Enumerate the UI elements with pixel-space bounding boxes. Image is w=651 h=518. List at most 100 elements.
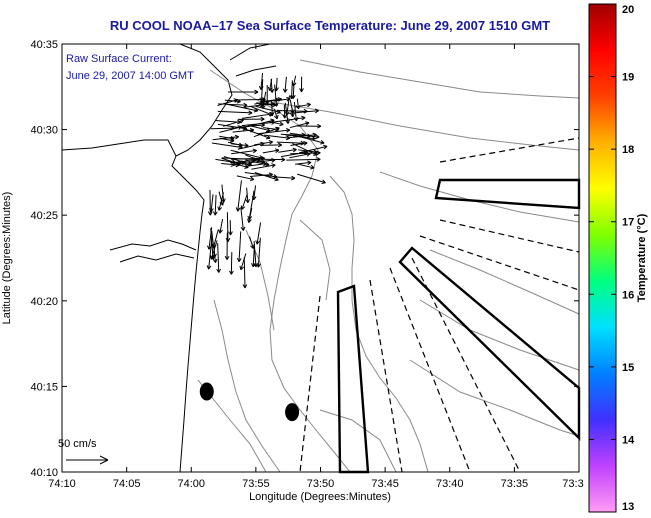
current-vector <box>295 98 301 110</box>
current-vector <box>251 163 276 170</box>
current-vector <box>261 91 267 109</box>
current-vector <box>293 101 299 122</box>
current-vector <box>289 99 295 114</box>
current-vector <box>216 243 222 273</box>
current-vector <box>289 121 310 129</box>
y-tick-label: 40:30 <box>30 125 58 137</box>
x-tick-label: 73:55 <box>242 478 270 490</box>
current-vector <box>293 135 316 141</box>
current-vector <box>217 192 224 211</box>
colorbar-tick-label: 14 <box>622 434 635 446</box>
current-vector <box>240 193 248 210</box>
current-vector <box>232 127 255 133</box>
colorbar-tick-label: 15 <box>622 362 634 374</box>
current-vector <box>280 133 312 139</box>
y-tick-label: 40:10 <box>30 467 58 479</box>
radial-dashed-lines <box>299 137 580 473</box>
colorbar-ticks: 13 14 15 16 17 18 19 20 <box>589 3 635 513</box>
current-vector <box>237 116 265 122</box>
current-vector <box>251 185 257 201</box>
x-tick-label: 73:45 <box>371 478 399 490</box>
current-vector <box>212 134 239 141</box>
current-vector <box>227 141 243 148</box>
colorbar-tick-label: 16 <box>622 289 634 301</box>
current-vector <box>206 238 213 270</box>
current-vector <box>260 142 282 148</box>
current-vector <box>247 207 253 223</box>
y-axis-label: Latitude (Degrees:Minutes) <box>1 192 13 325</box>
current-vector <box>264 85 270 105</box>
surface-current-vectors <box>206 72 328 289</box>
x-tick-label: 73:40 <box>436 478 464 490</box>
current-vector <box>230 161 249 169</box>
y-tick-label: 40:20 <box>30 296 58 308</box>
current-vector <box>217 110 253 116</box>
current-vector <box>236 175 255 182</box>
current-vector <box>297 149 318 155</box>
current-vector <box>267 120 284 127</box>
scale-label: 50 cm/s <box>58 438 97 450</box>
current-vector <box>296 163 315 170</box>
current-vector <box>218 218 224 234</box>
current-vector <box>273 108 279 120</box>
current-vector <box>239 253 247 271</box>
current-vector <box>210 240 218 260</box>
current-vector <box>241 127 271 140</box>
current-vector <box>229 252 234 275</box>
current-vector <box>276 140 305 146</box>
colorbar-tick-label: 20 <box>622 4 634 16</box>
current-vector <box>228 89 259 95</box>
current-vector <box>273 175 296 181</box>
current-vector <box>286 157 321 162</box>
y-tick-label: 40:35 <box>30 39 58 51</box>
figure-title: RU COOL NOAA–17 Sea Surface Temperature:… <box>110 18 550 33</box>
buoy-marker <box>199 382 214 401</box>
current-vector <box>259 79 265 102</box>
colorbar-tick-label: 17 <box>622 217 634 229</box>
current-vector <box>228 220 233 236</box>
y-tick-label: 40:25 <box>30 210 58 222</box>
current-vector <box>244 171 278 179</box>
current-vector <box>230 149 264 160</box>
colorbar-tick-label: 18 <box>622 144 634 156</box>
colorbar-tick-label: 19 <box>622 72 634 84</box>
current-vector <box>235 180 242 212</box>
current-vector <box>263 126 280 132</box>
coastline <box>61 43 277 473</box>
current-vector <box>258 72 264 91</box>
annotation-line-1: Raw Surface Current: <box>66 53 172 65</box>
current-vector <box>245 161 267 167</box>
x-tick-label: 74:10 <box>48 478 76 490</box>
current-vector <box>231 148 257 155</box>
current-vector <box>295 123 322 129</box>
current-vector <box>217 123 247 131</box>
current-vector <box>224 232 230 260</box>
x-tick-label: 73:35 <box>501 478 529 490</box>
colorbar-tick-label: 13 <box>622 501 634 513</box>
current-vector <box>278 147 297 153</box>
y-tick-label: 40:15 <box>30 381 58 393</box>
y-axis: 40:35 40:30 40:25 40:20 40:15 40:10 <box>30 39 579 479</box>
colorbar-label: Temperature (°C) <box>636 213 648 302</box>
current-vector <box>269 100 275 116</box>
buoy-marker <box>285 403 300 422</box>
current-vector <box>223 118 244 127</box>
current-vector <box>297 173 326 185</box>
buoy-markers <box>199 382 300 422</box>
current-vector <box>240 207 246 231</box>
current-vector <box>274 77 279 92</box>
current-vector <box>267 78 273 91</box>
x-tick-label: 74:05 <box>113 478 141 490</box>
plot-area <box>62 44 579 472</box>
current-vector <box>237 141 265 150</box>
x-tick-label: 73:50 <box>307 478 335 490</box>
current-vector <box>209 194 214 213</box>
current-vector <box>255 222 262 245</box>
current-vector <box>225 212 231 243</box>
current-vector <box>242 257 248 289</box>
current-vector <box>244 158 276 164</box>
current-vector <box>289 80 295 100</box>
x-tick-label: 73:3 <box>562 478 583 490</box>
current-vector <box>284 95 290 116</box>
